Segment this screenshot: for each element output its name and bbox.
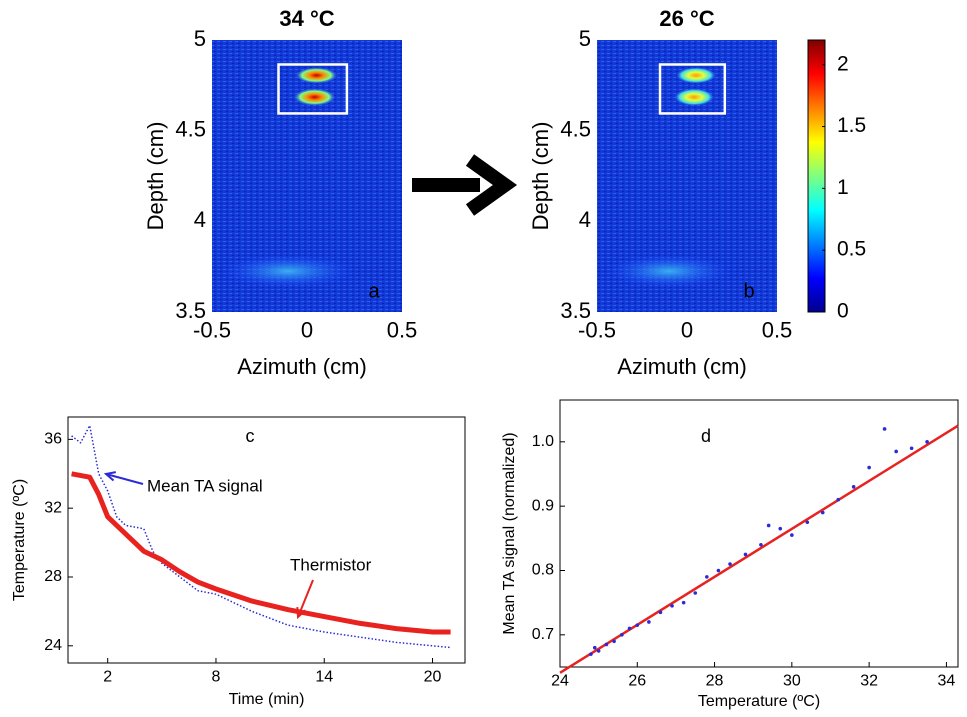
colorbar-tick-label: 0.5	[837, 238, 866, 261]
scatter-point	[852, 485, 856, 489]
scatter-point	[767, 524, 771, 528]
image-hotspot	[674, 88, 714, 105]
scatter-point	[806, 520, 810, 524]
scatter-point	[612, 639, 616, 643]
panel-label: a	[368, 280, 380, 302]
y-axis-label: Mean TA signal (normalized)	[501, 432, 518, 634]
image-cloud	[606, 255, 732, 288]
scatter-point	[883, 427, 887, 431]
panel-label: c	[246, 426, 255, 446]
y-axis-label: Depth (cm)	[143, 122, 168, 231]
scatter-point	[867, 466, 871, 470]
scatter-point	[821, 511, 825, 515]
scatter-point	[744, 553, 748, 557]
x-tick-label: 0.5	[387, 318, 418, 343]
figure: 3.544.55-0.500.534 °CaAzimuth (cm)Depth …	[0, 0, 967, 717]
x-tick-label: 24	[551, 673, 569, 690]
x-axis-label: Azimuth (cm)	[237, 354, 367, 379]
scatter-point	[659, 611, 663, 615]
image-hotspot	[294, 88, 336, 105]
fit-line	[560, 426, 958, 673]
scatter-point	[620, 633, 624, 637]
scatter-point	[605, 643, 609, 647]
x-tick-label: -0.5	[193, 318, 231, 343]
x-tick-label: 0.5	[762, 318, 793, 343]
y-tick-label: 5	[194, 26, 206, 51]
scatter-point	[705, 575, 709, 579]
panel-label: d	[701, 426, 711, 446]
x-tick-label: 2	[103, 669, 112, 686]
image-hotspot	[296, 67, 338, 83]
scatter-point	[910, 446, 914, 450]
colorbar	[808, 40, 825, 312]
y-tick-label: 4	[194, 207, 206, 232]
x-tick-label: 0	[681, 318, 693, 343]
scatter-point	[925, 440, 929, 444]
colorbar-tick-label: 1	[837, 176, 849, 199]
x-tick-label: 34	[938, 673, 956, 690]
scatter-point	[647, 620, 651, 624]
scatter-point	[759, 543, 763, 547]
plot-frame	[560, 400, 958, 667]
scatter-point	[728, 562, 732, 566]
scatter-point	[717, 569, 721, 573]
y-tick-label: 32	[44, 499, 62, 516]
scatter-point	[670, 604, 674, 608]
y-tick-label: 24	[44, 637, 62, 654]
plot-frame	[68, 417, 465, 663]
x-tick-label: 28	[706, 673, 724, 690]
scatter-point	[628, 627, 632, 631]
y-tick-label: 1.0	[532, 433, 554, 450]
colorbar-tick-label: 2	[837, 52, 849, 75]
y-tick-label: 5	[579, 26, 591, 51]
x-tick-label: 8	[212, 669, 221, 686]
x-tick-label: 14	[315, 669, 333, 686]
scatter-point	[778, 527, 782, 531]
scatter-point	[682, 601, 686, 605]
scatter-point	[635, 623, 639, 627]
x-axis-label: Azimuth (cm)	[617, 354, 747, 379]
x-tick-label: 30	[783, 673, 801, 690]
x-tick-label: 20	[424, 669, 442, 686]
panel-title: 26 °C	[659, 6, 714, 31]
series-annotation: Thermistor	[290, 555, 372, 574]
y-tick-label: 0.9	[532, 497, 554, 514]
scatter-point	[597, 649, 601, 653]
scatter-point	[836, 498, 840, 502]
y-tick-label: 36	[44, 431, 62, 448]
y-tick-label: 4	[579, 207, 591, 232]
y-tick-label: 0.8	[532, 562, 554, 579]
image-cloud	[222, 255, 355, 288]
colorbar-tick-label: 1.5	[837, 114, 866, 137]
scatter-point	[894, 450, 898, 454]
x-axis-label: Temperature (ºC)	[698, 693, 820, 710]
y-tick-label: 0.7	[532, 626, 554, 643]
scatter-point	[693, 591, 697, 595]
x-tick-label: 32	[860, 673, 878, 690]
scatter-point	[790, 533, 794, 537]
y-axis-label: Temperature (ºC)	[11, 479, 28, 601]
x-tick-label: 0	[301, 318, 313, 343]
y-axis-label: Depth (cm)	[528, 122, 553, 231]
colorbar-tick-label: 0	[837, 300, 849, 323]
scatter-point	[589, 652, 593, 656]
image-hotspot	[676, 67, 716, 83]
series-annotation: Mean TA signal	[147, 476, 263, 495]
x-tick-label: -0.5	[578, 318, 616, 343]
x-axis-label: Time (min)	[229, 691, 305, 708]
panel-label: b	[743, 280, 754, 302]
panel-title: 34 °C	[279, 6, 334, 31]
series-line	[72, 474, 451, 632]
scatter-point	[593, 646, 597, 650]
y-tick-label: 4.5	[175, 116, 206, 141]
y-tick-label: 28	[44, 568, 62, 585]
y-tick-label: 4.5	[560, 116, 591, 141]
x-tick-label: 26	[628, 673, 646, 690]
